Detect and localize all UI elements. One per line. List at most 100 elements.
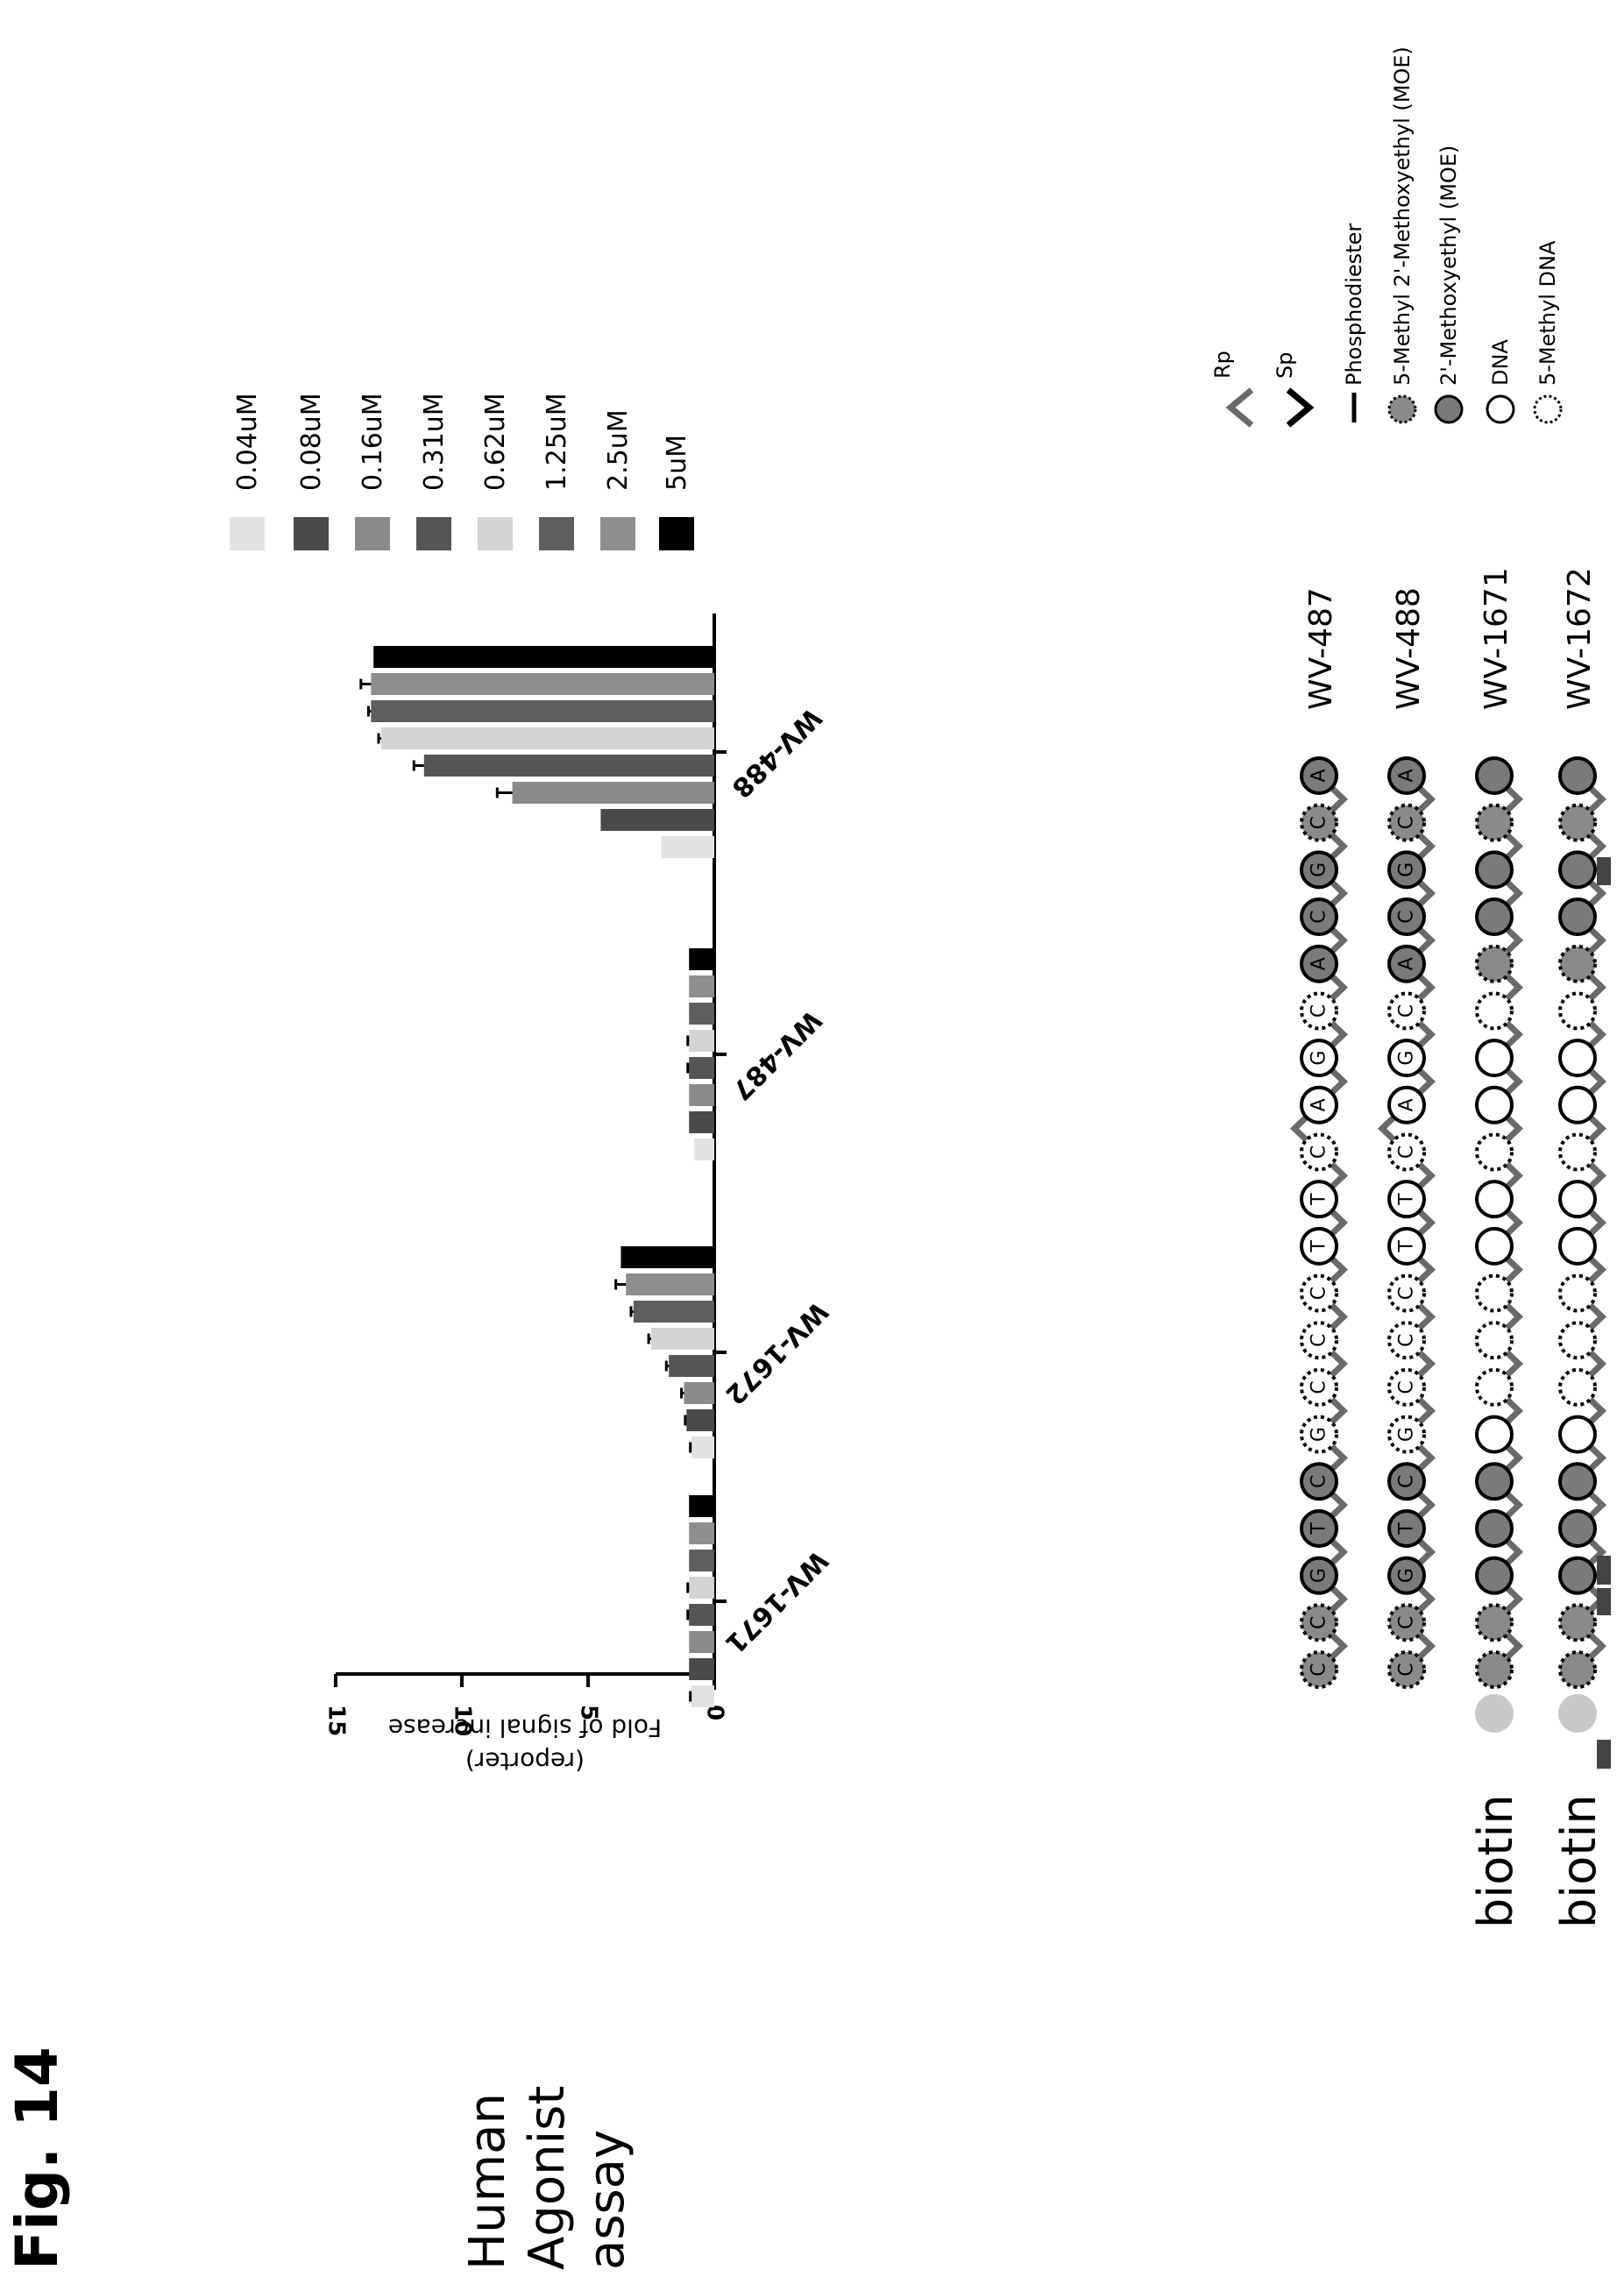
- value-tick-label: 15: [323, 1705, 350, 1736]
- nucleotide: [1558, 1462, 1597, 1501]
- nucleotide: [1558, 756, 1597, 795]
- nucleotide: [1387, 1367, 1426, 1407]
- nucleotide: [1387, 1273, 1426, 1313]
- nucleotide-letter: C: [1308, 1146, 1330, 1159]
- value-axis-title-line-2: (reporter): [465, 1747, 585, 1776]
- nucleotide-letter: C: [1308, 1663, 1330, 1676]
- nucleotide: [1475, 1273, 1514, 1313]
- legend-methyl-moe-label: 5-Methyl 2'-Methoxyethyl (MOE): [1390, 46, 1415, 386]
- nucleotide: [1387, 1603, 1426, 1642]
- panel-title-line-3: assay: [578, 2130, 635, 2270]
- nucleotide: [1300, 1603, 1338, 1642]
- nucleotide: [1387, 1415, 1426, 1454]
- nucleotide: [1475, 1226, 1514, 1266]
- bar: [380, 727, 714, 749]
- sequence-row: C C G T C G C C C T T C A G C A C G C A WV-487: [1289, 587, 1349, 1689]
- nucleotide: [1558, 944, 1597, 983]
- nucleotide: [1558, 1650, 1597, 1689]
- nucleotide: [1558, 1556, 1597, 1595]
- sequence-diagram: C C G T C G C C C T T C A G C A C G C A WV-487 C C G T C G C C C T T C A G…: [1289, 567, 1611, 1928]
- legend-rp-label: Rp: [1210, 351, 1235, 379]
- nucleotide: [1475, 1650, 1514, 1689]
- biotin-cap: [1475, 1694, 1514, 1733]
- nucleotide: [1558, 991, 1597, 1031]
- nucleotide: [1475, 850, 1514, 890]
- nucleotide: [1558, 1226, 1597, 1266]
- nucleotide-letter: C: [1396, 1334, 1418, 1347]
- nucleotide: [1300, 1321, 1338, 1360]
- nucleotide: [1387, 1508, 1426, 1548]
- nucleotide: [1475, 1132, 1514, 1172]
- nucleotide-letter: C: [1396, 1663, 1418, 1676]
- bar: [689, 1550, 714, 1571]
- nucleotide: [1387, 944, 1426, 983]
- nucleotide-letter: T: [1308, 1522, 1330, 1536]
- nucleotide-letter: A: [1308, 769, 1330, 782]
- sequence-name: WV-1671: [1479, 567, 1514, 710]
- bar: [633, 1301, 714, 1323]
- nucleotide: [1300, 944, 1338, 983]
- nucleotide: [1387, 1321, 1426, 1360]
- nucleotide-letter: T: [1396, 1193, 1418, 1206]
- nucleotide: [1387, 850, 1426, 890]
- bar: [373, 646, 714, 668]
- nucleotide: [1558, 1321, 1597, 1360]
- nucleotide: [1558, 850, 1597, 890]
- bar: [689, 1577, 714, 1599]
- nucleotide-letter: G: [1396, 1427, 1418, 1442]
- figure-label: Fig. 14: [4, 2046, 71, 2270]
- nucleotide: [1475, 991, 1514, 1031]
- value-tick-label: 10: [450, 1705, 476, 1736]
- bar: [689, 1057, 714, 1079]
- chart-legend: 0.04uM 0.08uM 0.16uM 0.31uM 0.62uM 1.25uM 2.5u…: [230, 393, 694, 550]
- legend-label: 0.62uM: [480, 393, 511, 491]
- nucleotide-letter: C: [1308, 816, 1330, 829]
- bar: [689, 1084, 714, 1106]
- value-axis-title-line-1: Fold of signal increase: [388, 1713, 662, 1742]
- nucleotide: [1475, 1367, 1514, 1407]
- category-label: WV-1671: [719, 1544, 833, 1659]
- nucleotide: [1387, 1132, 1426, 1172]
- bar: [669, 1355, 714, 1377]
- nucleotide-letter: G: [1396, 1568, 1418, 1583]
- nucleotide-letter: A: [1396, 957, 1418, 970]
- category-label: WV-487: [726, 1004, 827, 1106]
- nucleotide-letter: C: [1308, 1380, 1330, 1394]
- bar: [626, 1273, 714, 1295]
- nucleotide-letter: T: [1308, 1193, 1330, 1206]
- moe-icon: [1434, 394, 1464, 424]
- nucleotide: [1475, 1556, 1514, 1595]
- sequence-row: C C G T C G C C C T T C A G C A C G C A WV-488: [1377, 587, 1436, 1689]
- bar: [693, 1138, 714, 1160]
- modification-legend: Rp Sp Phosphodiester 5-Methyl 2'-Methoxyeth…: [1210, 46, 1563, 428]
- nucleotide: [1558, 1132, 1597, 1172]
- nucleotide: [1300, 850, 1338, 890]
- legend-label: 0.16uM: [358, 393, 388, 491]
- nucleotide-letter: C: [1396, 816, 1418, 829]
- nucleotide-letter: C: [1308, 1004, 1330, 1018]
- sequence-name: WV-1672: [1562, 567, 1598, 710]
- bar: [661, 836, 714, 858]
- value-tick-label: 0: [702, 1705, 728, 1720]
- nucleotide: [1558, 1085, 1597, 1124]
- nucleotide: [1300, 1367, 1338, 1407]
- legend-swatch: [659, 517, 694, 550]
- nucleotide: [1300, 1415, 1338, 1454]
- nucleotide-letter: C: [1396, 1380, 1418, 1394]
- category-label: WV-1672: [719, 1295, 833, 1410]
- nucleotide: [1475, 1321, 1514, 1360]
- nucleotide: [1475, 1508, 1514, 1548]
- bar: [689, 1003, 714, 1025]
- bar: [689, 1522, 714, 1544]
- rp-icon: [1225, 387, 1254, 428]
- legend-label: 1.25uM: [542, 393, 572, 491]
- nucleotide-letter: C: [1396, 910, 1418, 923]
- nucleotide: [1387, 756, 1426, 795]
- nucleotide: [1475, 756, 1514, 795]
- legend-label: 0.04uM: [232, 393, 263, 491]
- nucleotide: [1387, 1556, 1426, 1595]
- nucleotide-letter: C: [1396, 1287, 1418, 1300]
- nucleotide: [1558, 1415, 1597, 1454]
- nucleotide: [1387, 1650, 1426, 1689]
- nucleotide-letter: A: [1396, 769, 1418, 782]
